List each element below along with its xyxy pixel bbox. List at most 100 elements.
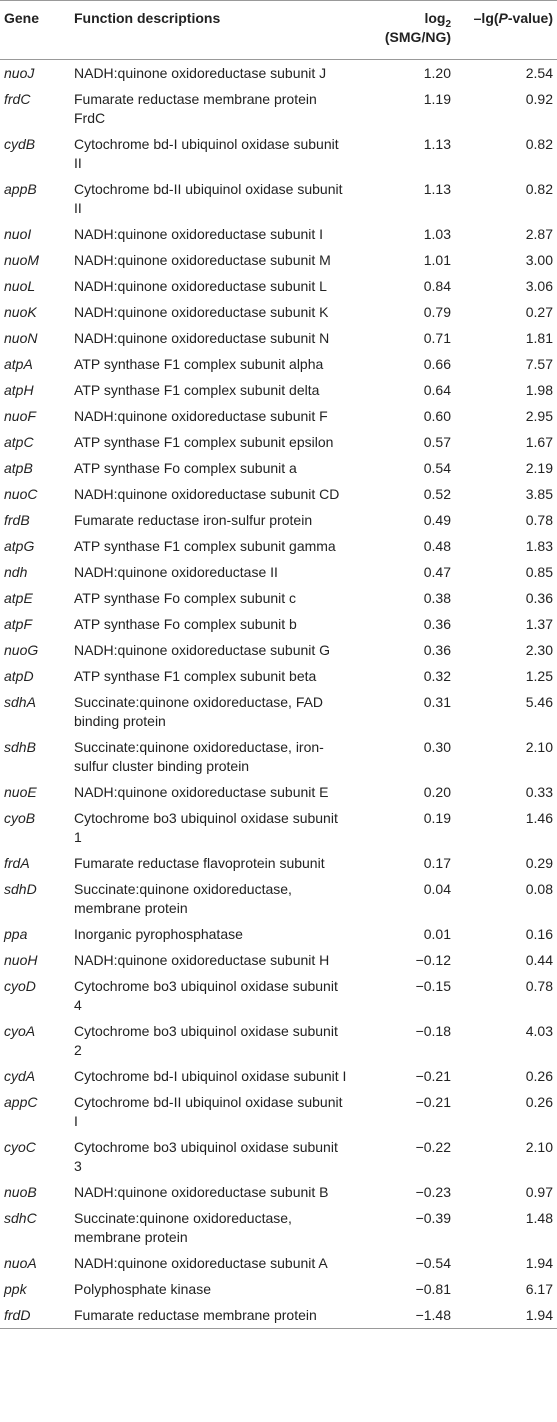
table-row: atpH ATP synthase F1 complex subunit delt… bbox=[0, 377, 557, 403]
table-cell: nuoB bbox=[4, 1184, 37, 1200]
table-body: nuoJ NADH:quinone oxidoreductase subunit … bbox=[0, 60, 557, 1329]
table-cell: Polyphosphate kinase bbox=[74, 1281, 211, 1297]
table-cell: 0.52 bbox=[423, 486, 451, 502]
table-row: nuoB NADH:quinone oxidoreductase subunit … bbox=[0, 1179, 557, 1205]
table-row: sdhD Succinate:quinone oxidoreductase, me… bbox=[0, 876, 557, 921]
table-row: atpA ATP synthase F1 complex subunit alph… bbox=[0, 351, 557, 377]
table-cell: 0.92 bbox=[525, 91, 553, 107]
table-cell: 0.66 bbox=[423, 356, 451, 372]
header-italic: P bbox=[498, 10, 508, 26]
table-cell: 3.06 bbox=[525, 278, 553, 294]
header-cell: –lg(P-value) bbox=[455, 1, 557, 60]
table-cell: −0.15 bbox=[415, 978, 451, 994]
table-cell: 1.67 bbox=[525, 434, 553, 450]
table-row: appB Cytochrome bd-II ubiquinol oxidase s… bbox=[0, 176, 557, 221]
header-text: –lg( bbox=[473, 10, 499, 26]
table-cell: 0.17 bbox=[423, 855, 451, 871]
table-cell: Succinate:quinone oxidoreductase, iron-s… bbox=[74, 739, 324, 774]
table-cell: nuoM bbox=[4, 252, 40, 268]
table-cell: NADH:quinone oxidoreductase subunit I bbox=[74, 226, 324, 242]
table-cell: atpA bbox=[4, 356, 33, 372]
table-row: nuoF NADH:quinone oxidoreductase subunit … bbox=[0, 403, 557, 429]
table-cell: Cytochrome bo3 ubiquinol oxidase subunit… bbox=[74, 1023, 338, 1058]
table-cell: atpH bbox=[4, 382, 34, 398]
table-cell: atpF bbox=[4, 616, 33, 632]
table-cell: NADH:quinone oxidoreductase subunit J bbox=[74, 65, 327, 81]
table-cell: cydA bbox=[4, 1068, 36, 1084]
table-row: atpC ATP synthase F1 complex subunit epsi… bbox=[0, 429, 557, 455]
table-cell: 2.19 bbox=[525, 460, 553, 476]
table-cell: Fumarate reductase iron-sulfur protein bbox=[74, 512, 313, 528]
table-cell: 0.32 bbox=[423, 668, 451, 684]
table-cell: atpG bbox=[4, 538, 35, 554]
table-header: Gene Function descriptions log2 (SMG/NG) … bbox=[0, 0, 557, 60]
table-cell: 0.60 bbox=[423, 408, 451, 424]
table-row: cyoA Cytochrome bo3 ubiquinol oxidase sub… bbox=[0, 1018, 557, 1063]
table-cell: 0.79 bbox=[423, 304, 451, 320]
table-cell: 0.84 bbox=[423, 278, 451, 294]
table-cell: 0.19 bbox=[423, 810, 451, 826]
table-row: frdC Fumarate reductase membrane protein … bbox=[0, 86, 557, 131]
table-cell: cyoB bbox=[4, 810, 36, 826]
table-row: sdhC Succinate:quinone oxidoreductase, me… bbox=[0, 1205, 557, 1250]
table-cell: Succinate:quinone oxidoreductase, membra… bbox=[74, 1210, 292, 1245]
table-cell: 0.57 bbox=[423, 434, 451, 450]
table-row: nuoC NADH:quinone oxidoreductase subunit … bbox=[0, 481, 557, 507]
table-cell: atpC bbox=[4, 434, 34, 450]
table-cell: Cytochrome bo3 ubiquinol oxidase subunit… bbox=[74, 810, 338, 845]
table-cell: nuoN bbox=[4, 330, 38, 346]
table-cell: 1.94 bbox=[525, 1307, 553, 1323]
table-cell: 0.78 bbox=[525, 978, 553, 994]
table-cell: −0.21 bbox=[415, 1068, 451, 1084]
table-cell: −0.12 bbox=[415, 952, 451, 968]
table-row: nuoG NADH:quinone oxidoreductase subunit … bbox=[0, 637, 557, 663]
table-cell: 0.30 bbox=[423, 739, 451, 755]
table-cell: appB bbox=[4, 181, 37, 197]
table-cell: −0.54 bbox=[415, 1255, 451, 1271]
table-cell: NADH:quinone oxidoreductase subunit B bbox=[74, 1184, 329, 1200]
table-row: ppa Inorganic pyrophosphatase 0.01 0.16 bbox=[0, 921, 557, 947]
table-cell: ATP synthase F1 complex subunit epsilon bbox=[74, 434, 334, 450]
table-cell: 0.29 bbox=[525, 855, 553, 871]
table-cell: −0.22 bbox=[415, 1139, 451, 1155]
table-row: nuoI NADH:quinone oxidoreductase subunit … bbox=[0, 221, 557, 247]
table-row: nuoK NADH:quinone oxidoreductase subunit … bbox=[0, 299, 557, 325]
table-row: atpB ATP synthase Fo complex subunit a 0.5… bbox=[0, 455, 557, 481]
table-cell: NADH:quinone oxidoreductase subunit L bbox=[74, 278, 327, 294]
table-cell: 0.04 bbox=[423, 881, 451, 897]
table-cell: 2.54 bbox=[525, 65, 553, 81]
table-cell: 0.26 bbox=[525, 1068, 553, 1084]
table-cell: Succinate:quinone oxidoreductase, membra… bbox=[74, 881, 292, 916]
header-text: log bbox=[424, 10, 446, 26]
table-cell: 1.19 bbox=[423, 91, 451, 107]
table-cell: 0.26 bbox=[525, 1094, 553, 1110]
table-cell: Succinate:quinone oxidoreductase, FAD bi… bbox=[74, 694, 324, 729]
table-cell: 0.36 bbox=[423, 642, 451, 658]
table-cell: Cytochrome bo3 ubiquinol oxidase subunit… bbox=[74, 978, 338, 1013]
table-cell: frdB bbox=[4, 512, 30, 528]
table-cell: nuoL bbox=[4, 278, 36, 294]
table-row: cydB Cytochrome bd-I ubiquinol oxidase su… bbox=[0, 131, 557, 176]
table-cell: 2.10 bbox=[525, 739, 553, 755]
header-cell: Function descriptions bbox=[74, 10, 221, 26]
table-cell: appC bbox=[4, 1094, 38, 1110]
data-table: Gene Function descriptions log2 (SMG/NG) … bbox=[0, 0, 557, 1329]
table-cell: 0.78 bbox=[525, 512, 553, 528]
table-cell: Fumarate reductase membrane protein FrdC bbox=[74, 91, 317, 126]
table-cell: 0.71 bbox=[423, 330, 451, 346]
table-row: atpD ATP synthase F1 complex subunit beta… bbox=[0, 663, 557, 689]
table-cell: frdC bbox=[4, 91, 31, 107]
table-cell: 0.20 bbox=[423, 784, 451, 800]
table-cell: 1.01 bbox=[423, 252, 451, 268]
table-row: nuoH NADH:quinone oxidoreductase subunit … bbox=[0, 947, 557, 973]
table-cell: ATP synthase Fo complex subunit a bbox=[74, 460, 297, 476]
table-cell: frdD bbox=[4, 1307, 31, 1323]
table-row: atpF ATP synthase Fo complex subunit b 0.3… bbox=[0, 611, 557, 637]
table-cell: nuoG bbox=[4, 642, 39, 658]
table-cell: 2.10 bbox=[525, 1139, 553, 1155]
table-cell: 0.27 bbox=[525, 304, 553, 320]
table-cell: frdA bbox=[4, 855, 30, 871]
table-cell: 0.85 bbox=[525, 564, 553, 580]
table-row: nuoJ NADH:quinone oxidoreductase subunit … bbox=[0, 60, 557, 87]
